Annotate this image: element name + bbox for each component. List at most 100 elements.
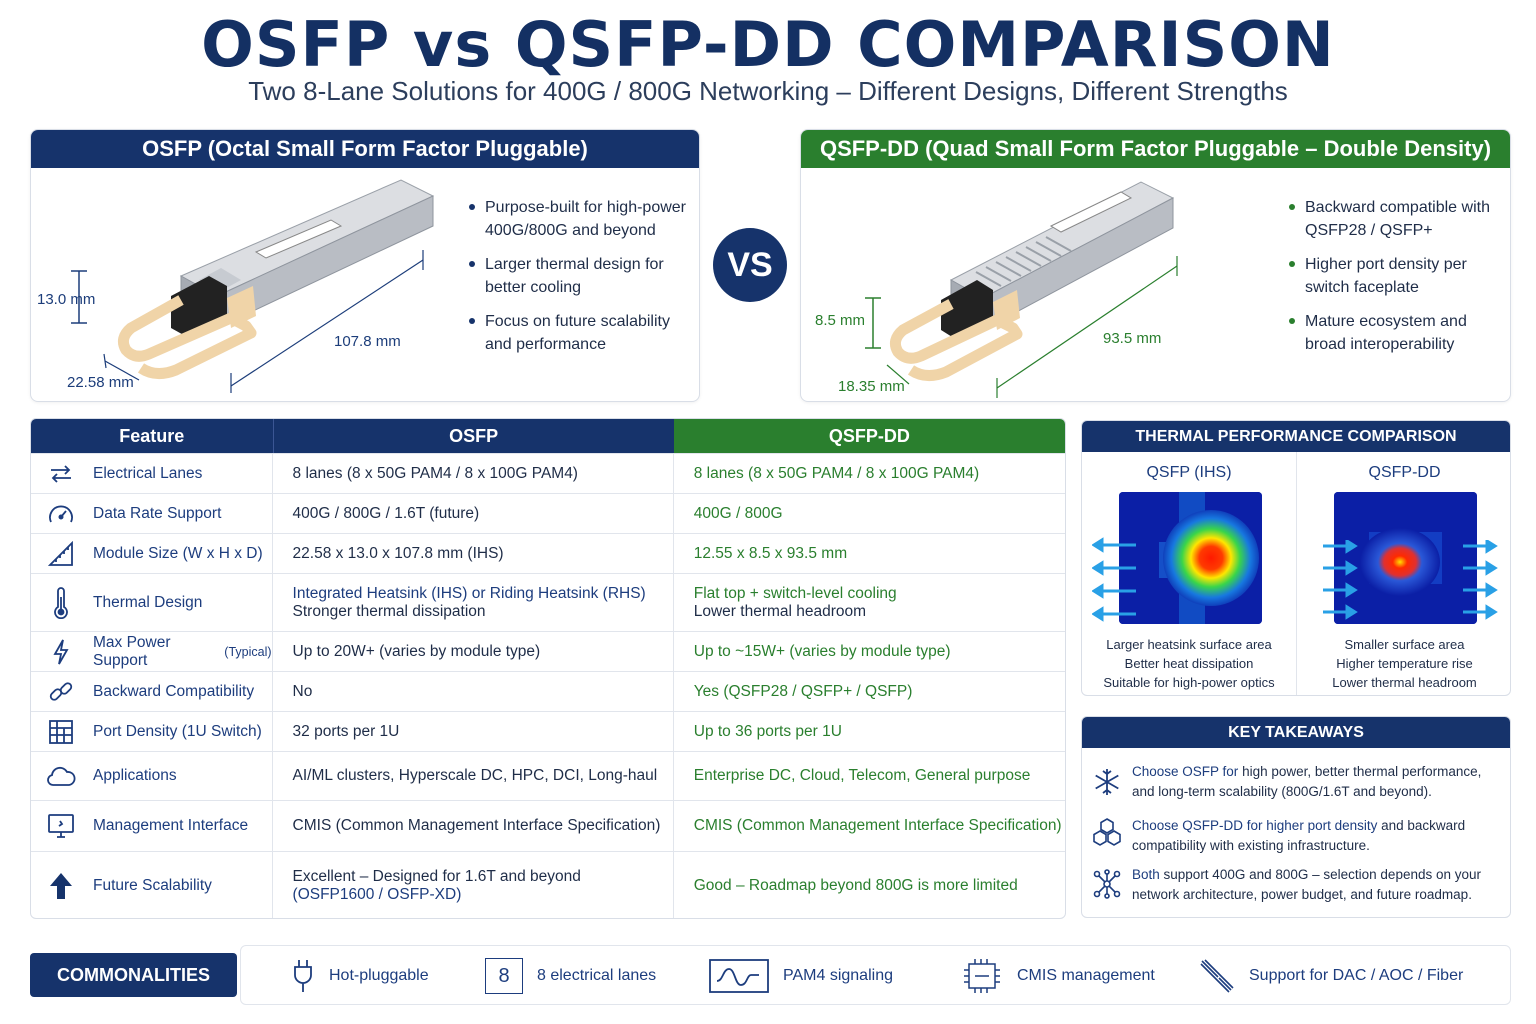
feature-label: Electrical Lanes xyxy=(93,464,203,482)
qsfp-value: Yes (QSFP28 / QSFP+ / QSFP) xyxy=(693,682,913,700)
lanes-8-icon-text: 8 xyxy=(498,964,510,987)
bullet-item: Purpose-built for high-power 400G/800G a… xyxy=(467,196,692,242)
comparison-table: Feature OSFP QSFP-DD Electrical Lanes 8 … xyxy=(30,418,1066,919)
bullet-item: Larger thermal design for better cooling xyxy=(467,253,692,299)
link-icon xyxy=(45,679,77,705)
arrow-up-icon xyxy=(45,872,77,899)
table-row: Electrical Lanes 8 lanes (8 x 50G PAM4 /… xyxy=(31,453,1065,493)
qsfp-width-dim: 18.35 mm xyxy=(838,378,905,395)
monitor-icon xyxy=(45,813,77,839)
osfp-module-image xyxy=(71,179,435,393)
feature-label: Module Size (W x H x D) xyxy=(93,544,263,562)
commonality-item: Hot-pluggable xyxy=(291,958,429,994)
table-row: Applications AI/ML clusters, Hyperscale … xyxy=(31,751,1065,800)
ruler-icon xyxy=(45,540,77,567)
qsfp-height-dim: 8.5 mm xyxy=(815,312,866,329)
caption-line: Larger heatsink surface area xyxy=(1106,637,1272,652)
feature-label: Applications xyxy=(93,767,177,784)
lanes-8-icon: 8 xyxy=(485,958,523,994)
cable-icon xyxy=(1199,958,1235,994)
qsfp-module-image xyxy=(865,181,1178,398)
vs-badge: VS xyxy=(713,228,787,302)
commonality-label: CMIS management xyxy=(1017,967,1155,984)
commonality-item: PAM4 signaling xyxy=(709,958,893,994)
osfp-value: 32 ports per 1U xyxy=(292,722,400,740)
chip-icon xyxy=(961,958,1003,994)
table-row: Max Power Support (Typical) Up to 20W+ (… xyxy=(31,631,1065,671)
feature-label: Future Scalability xyxy=(93,876,212,894)
osfp-value: Up to 20W+ (varies by module type) xyxy=(292,642,541,660)
takeaway-highlight: Both xyxy=(1132,867,1160,882)
cloud-icon xyxy=(45,763,77,789)
header-qsfp: QSFP-DD xyxy=(673,419,1065,453)
arrows-exchange-icon xyxy=(45,461,77,487)
page-title: OSFP vs QSFP-DD COMPARISON xyxy=(201,8,1335,81)
osfp-width-dim: 22.58 mm xyxy=(67,374,134,391)
heatmap-right xyxy=(1334,492,1477,624)
table-row: Future Scalability Excellent – Designed … xyxy=(31,851,1065,918)
qsfp-value: Flat top + switch-level cooling xyxy=(693,584,897,602)
takeaway-item: Choose OSFP for high power, better therm… xyxy=(1132,762,1504,802)
thermometer-icon xyxy=(45,586,77,619)
qsfp-card: QSFP-DD (Quad Small Form Factor Pluggabl… xyxy=(800,129,1511,402)
commonalities-bar: Hot-pluggable 8 8 electrical lanes PAM4 … xyxy=(240,945,1511,1005)
osfp-value-line2: (OSFP1600 / OSFP-XD) xyxy=(292,885,462,903)
takeaway-text: support 400G and 800G – selection depend… xyxy=(1132,867,1482,902)
header-osfp: OSFP xyxy=(272,419,674,453)
thermal-panel: THERMAL PERFORMANCE COMPARISON QSFP (IHS… xyxy=(1081,420,1511,696)
osfp-value: Excellent – Designed for 1.6T and beyond xyxy=(292,867,581,885)
plug-icon xyxy=(291,958,315,994)
osfp-value: 400G / 800G / 1.6T (future) xyxy=(292,504,480,522)
airflow-arrows-icon xyxy=(1092,537,1136,622)
table-header: Feature OSFP QSFP-DD xyxy=(31,419,1065,453)
qsfp-card-heading: QSFP-DD (Quad Small Form Factor Pluggabl… xyxy=(801,130,1510,168)
takeaway-item: Choose QSFP-DD for higher port density a… xyxy=(1132,816,1504,856)
qsfp-value: 8 lanes (8 x 50G PAM4 / 8 x 100G PAM4) xyxy=(693,464,980,482)
takeaway-text: and backward compatibility with existing… xyxy=(1132,818,1466,853)
table-row: Management Interface CMIS (Common Manage… xyxy=(31,800,1065,851)
feature-note: (Typical) xyxy=(224,644,272,659)
heatmap-left xyxy=(1119,492,1262,624)
feature-label: Management Interface xyxy=(93,817,249,834)
snowflake-icon xyxy=(1095,769,1119,795)
caption-line: Suitable for high-power optics xyxy=(1103,675,1275,690)
commonality-label: Hot-pluggable xyxy=(329,967,429,984)
takeaway-text: high power, better thermal performance, … xyxy=(1132,764,1482,799)
takeaway-highlight: Choose OSFP for xyxy=(1132,764,1239,779)
commonality-label: Support for DAC / AOC / Fiber xyxy=(1249,967,1464,984)
header-feature: Feature xyxy=(31,419,273,453)
qsfp-value: 12.55 x 8.5 x 93.5 mm xyxy=(693,544,848,562)
qsfp-value: Good – Roadmap beyond 800G is more limit… xyxy=(693,876,1018,894)
table-row: Thermal Design Integrated Heatsink (IHS)… xyxy=(31,573,1065,631)
thermal-left: QSFP (IHS) Larger heatsink surface area … xyxy=(1082,452,1297,695)
grid-icon xyxy=(45,719,77,745)
commonality-item: Support for DAC / AOC / Fiber xyxy=(1199,958,1463,994)
network-icon xyxy=(1093,869,1121,899)
bullet-item: Backward compatible with QSFP28 / QSFP+ xyxy=(1287,196,1505,242)
feature-label: Max Power Support xyxy=(93,633,171,669)
speedometer-icon xyxy=(45,501,77,527)
table-row: Backward Compatibility No Yes (QSFP28 / … xyxy=(31,671,1065,711)
osfp-value: 22.58 x 13.0 x 107.8 mm (IHS) xyxy=(292,544,504,562)
qsfp-value: CMIS (Common Management Interface Specif… xyxy=(693,817,1062,834)
waveform-icon xyxy=(709,959,769,993)
osfp-value: No xyxy=(292,682,313,700)
thermal-right-caption: Smaller surface area Higher temperature … xyxy=(1297,635,1510,692)
bullet-item: Higher port density per switch faceplate xyxy=(1287,253,1505,299)
table-row: Module Size (W x H x D) 22.58 x 13.0 x 1… xyxy=(31,533,1065,573)
qsfp-value-line2: Lower thermal headroom xyxy=(693,602,867,620)
caption-line: Better heat dissipation xyxy=(1124,656,1254,671)
feature-label: Backward Compatibility xyxy=(93,682,255,700)
takeaways-heading: KEY TAKEAWAYS xyxy=(1082,717,1510,748)
thermal-right: QSFP-DD Smaller surface area xyxy=(1297,452,1510,695)
osfp-value-line2: Stronger thermal dissipation xyxy=(292,602,486,620)
qsfp-bullets: Backward compatible with QSFP28 / QSFP+ … xyxy=(1287,196,1505,367)
qsfp-value: Up to 36 ports per 1U xyxy=(693,722,842,740)
table-row: Data Rate Support 400G / 800G / 1.6T (fu… xyxy=(31,493,1065,533)
commonalities-label: COMMONALITIES xyxy=(30,953,237,997)
table-row: Port Density (1U Switch) 32 ports per 1U… xyxy=(31,711,1065,751)
caption-line: Smaller surface area xyxy=(1344,637,1465,652)
qsfp-value: Enterprise DC, Cloud, Telecom, General p… xyxy=(693,767,1031,784)
thermal-heading: THERMAL PERFORMANCE COMPARISON xyxy=(1082,421,1510,452)
page-subtitle: Two 8-Lane Solutions for 400G / 800G Net… xyxy=(248,76,1288,106)
